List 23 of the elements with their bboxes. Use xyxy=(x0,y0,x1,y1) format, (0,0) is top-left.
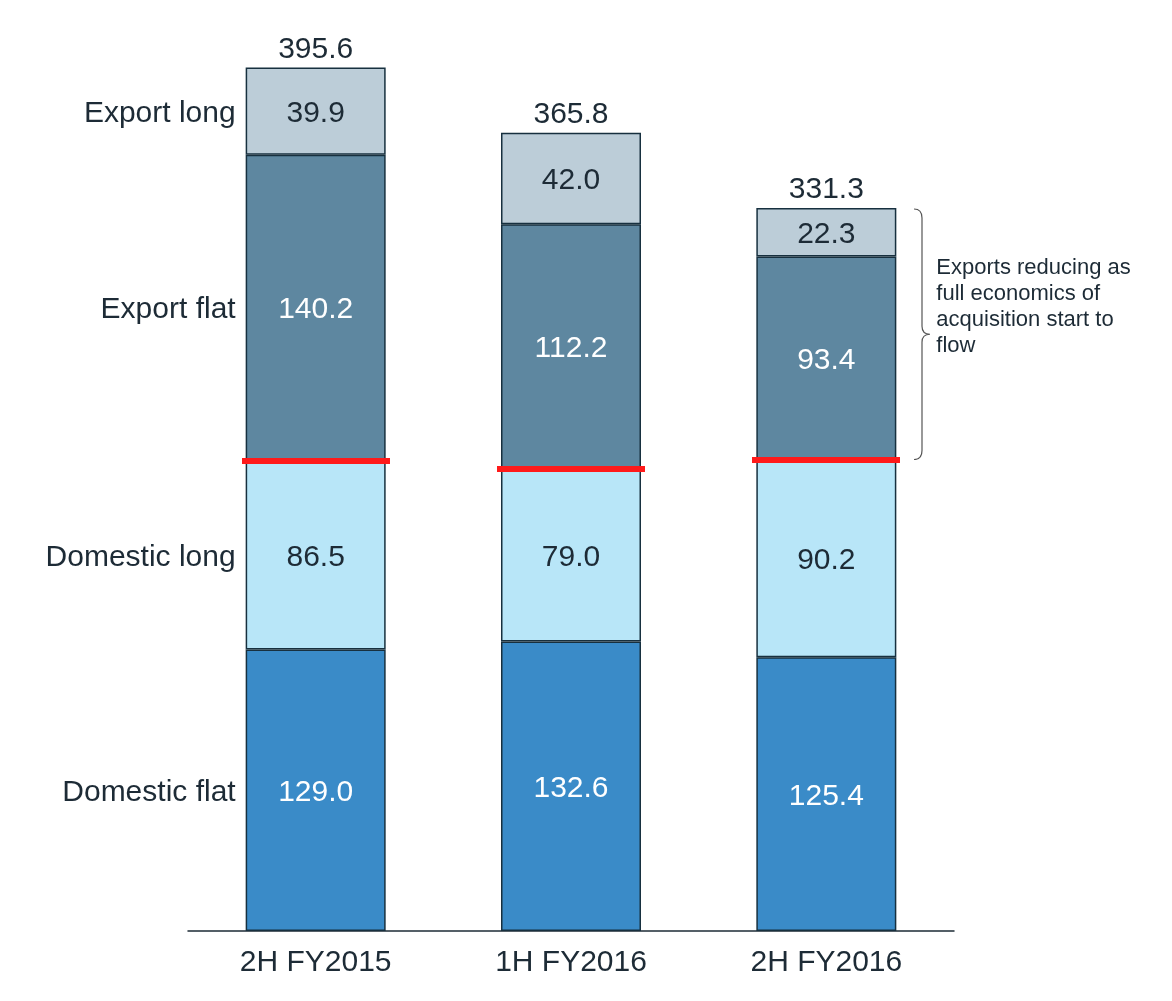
data-label: 112.2 xyxy=(534,330,608,364)
series-label: Domestic flat xyxy=(62,773,237,807)
data-label: 86.5 xyxy=(286,538,345,572)
x-tick-label: 2H FY2016 xyxy=(750,943,903,977)
data-label: 79.0 xyxy=(541,538,601,572)
series-label: Export flat xyxy=(100,291,237,325)
series-label: Export long xyxy=(83,94,236,128)
data-label: 93.4 xyxy=(797,342,856,376)
total-label: 331.3 xyxy=(788,171,864,205)
data-label: 90.2 xyxy=(797,542,856,576)
data-label: 39.9 xyxy=(286,94,345,128)
data-label: 125.4 xyxy=(788,777,864,811)
annotation: Exports reducing as full economics of acquisition start to flow xyxy=(936,254,1132,359)
total-label: 395.6 xyxy=(278,31,354,65)
series-label: Domestic long xyxy=(45,538,236,572)
data-label: 42.0 xyxy=(541,161,601,195)
data-label: 132.6 xyxy=(533,769,609,803)
data-label: 129.0 xyxy=(278,773,354,807)
data-label: 22.3 xyxy=(797,215,856,249)
data-label: 140.2 xyxy=(278,291,354,325)
x-tick-label: 2H FY2015 xyxy=(239,943,392,977)
x-tick-label: 1H FY2016 xyxy=(495,943,647,977)
total-label: 365.8 xyxy=(533,96,609,130)
